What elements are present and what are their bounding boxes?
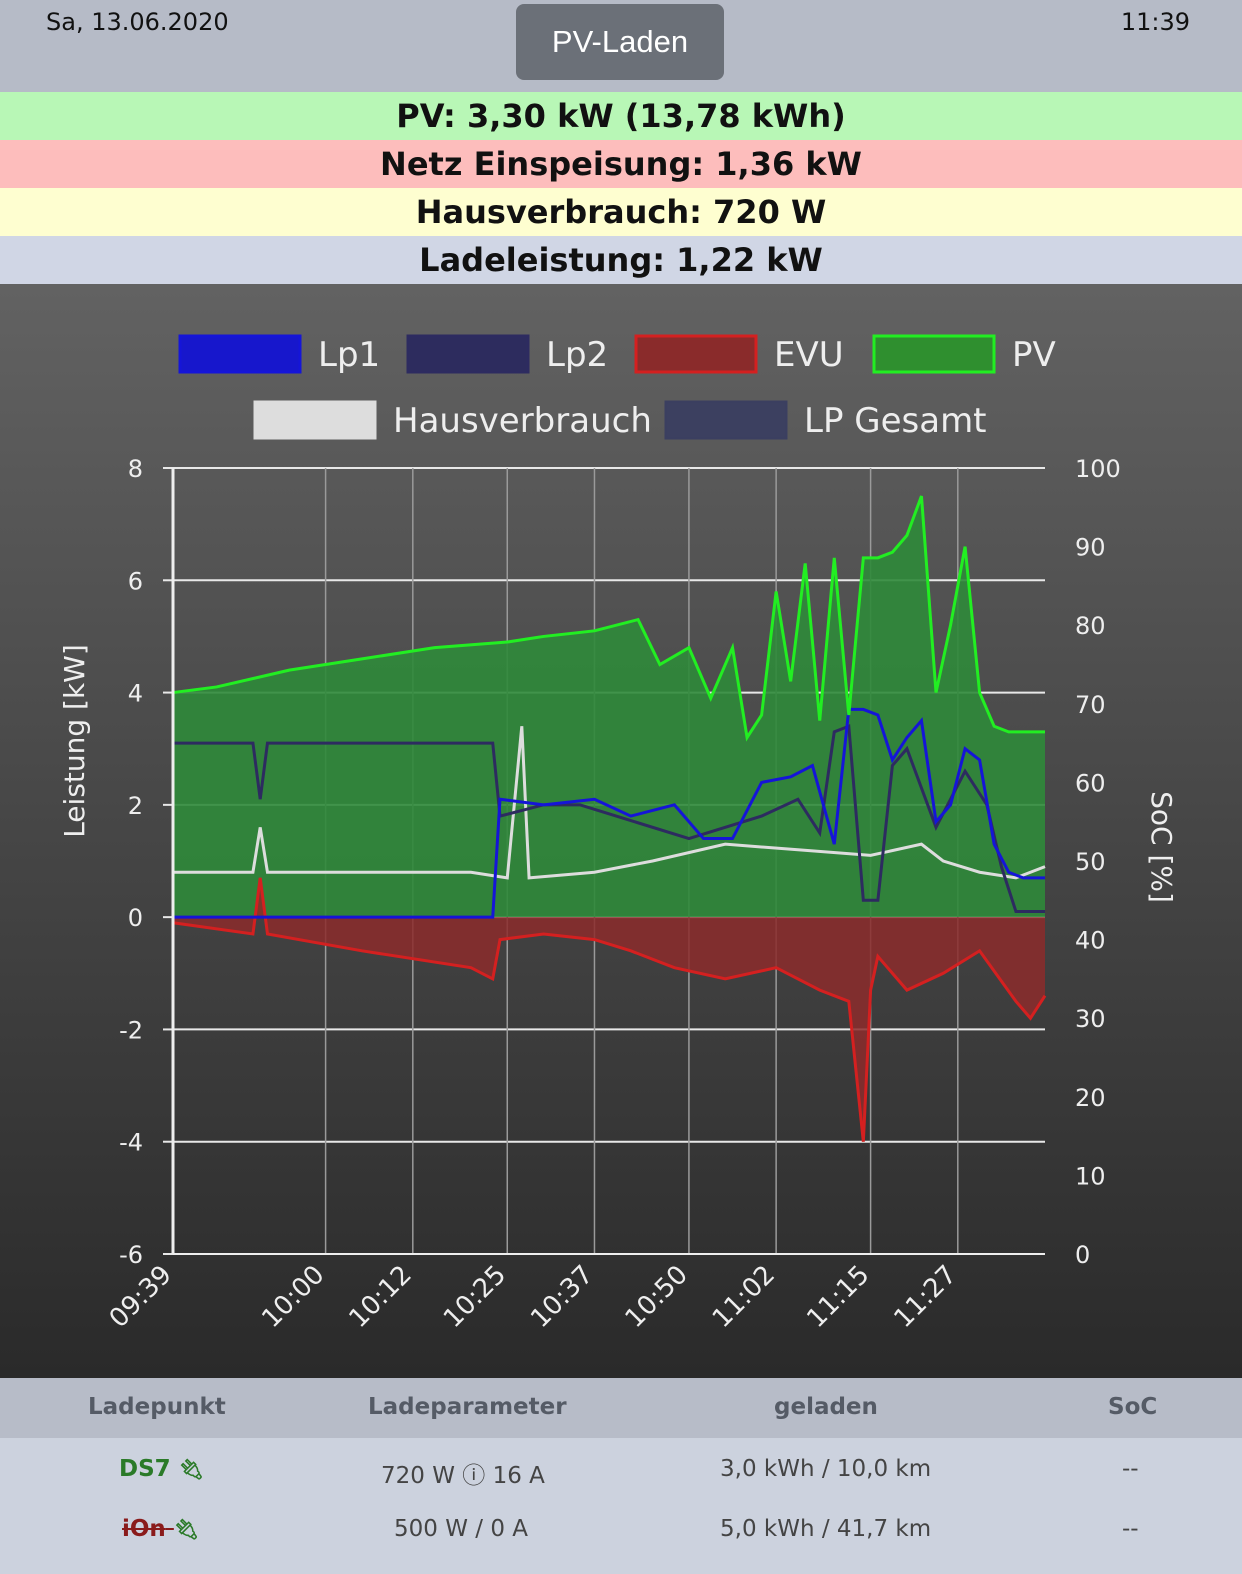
y-tick-label: 4 bbox=[128, 680, 143, 708]
legend-label-2: EVU bbox=[774, 335, 844, 375]
house-status-row: Hausverbrauch: 720 W bbox=[0, 188, 1242, 236]
legend-swatch-0 bbox=[178, 334, 302, 374]
y2-tick-label: 40 bbox=[1075, 927, 1106, 955]
y2-tick-label: 20 bbox=[1075, 1084, 1106, 1112]
legend-label-1: Lp2 bbox=[546, 335, 608, 375]
x-tick-label: 11:02 bbox=[707, 1260, 781, 1334]
legend-swatch-4 bbox=[253, 400, 377, 440]
header-geladen: geladen bbox=[774, 1394, 878, 1420]
y-tick-label: -6 bbox=[119, 1241, 143, 1269]
x-tick-label: 10:37 bbox=[525, 1260, 599, 1334]
y2-tick-label: 90 bbox=[1075, 534, 1106, 562]
date-label: Sa, 13.06.2020 bbox=[46, 8, 229, 36]
charge-parameters: 500 W / 0 A bbox=[394, 1516, 529, 1542]
pv-status-row: PV: 3,30 kW (13,78 kWh) bbox=[0, 92, 1242, 140]
charged-energy: 5,0 kWh / 41,7 km bbox=[720, 1516, 932, 1542]
chart-legend: Lp1 Lp2 EVU PV Hausverbrauch LP Gesamt bbox=[178, 334, 1056, 441]
pv-line bbox=[172, 495, 1045, 742]
y2-tick-label: 100 bbox=[1075, 455, 1121, 483]
y2-axis-label: SoC [%] bbox=[1145, 791, 1178, 903]
x-tick-label: 10:12 bbox=[344, 1260, 418, 1334]
legend-swatch-3 bbox=[872, 334, 996, 374]
legend-swatch-2 bbox=[634, 334, 758, 374]
grid-status-row: Netz Einspeisung: 1,36 kW bbox=[0, 140, 1242, 188]
y2-tick-label: 10 bbox=[1075, 1162, 1106, 1190]
plug-icon: 🔌︎ bbox=[178, 1457, 205, 1481]
charge-point-name[interactable]: DS7 🔌︎ bbox=[119, 1456, 205, 1482]
evu-line bbox=[172, 877, 1047, 1142]
y-tick-label: 8 bbox=[128, 455, 143, 483]
soc-value: -- bbox=[1122, 1516, 1139, 1542]
y2-tick-label: 30 bbox=[1075, 1005, 1106, 1033]
y-tick-label: 6 bbox=[128, 567, 143, 595]
top-bar: Sa, 13.06.2020 PV-Laden 11:39 bbox=[0, 0, 1242, 92]
hausverbrauch-line bbox=[173, 726, 1046, 880]
y-tick-label: -2 bbox=[119, 1016, 143, 1044]
soc-value: -- bbox=[1122, 1456, 1139, 1482]
x-tick-label: 09:39 bbox=[104, 1260, 178, 1334]
y2-tick-label: 70 bbox=[1075, 691, 1106, 719]
charged-energy: 3,0 kWh / 10,0 km bbox=[720, 1456, 932, 1482]
y2-tick-label: 80 bbox=[1075, 612, 1106, 640]
evu-area bbox=[173, 877, 1045, 1142]
legend-label-3: PV bbox=[1012, 335, 1056, 375]
charge-parameters: 720 W ⓘ 16 A bbox=[381, 1463, 545, 1489]
table-header: Ladepunkt Ladeparameter geladen SoC bbox=[0, 1378, 1242, 1438]
y-tick-label: 2 bbox=[128, 792, 143, 820]
lp2-line bbox=[173, 724, 1045, 914]
charge-point-name[interactable]: iOn 🔌︎ bbox=[122, 1516, 200, 1542]
x-tick-label: 10:00 bbox=[256, 1260, 330, 1334]
charge-mode-button[interactable]: PV-Laden bbox=[516, 4, 724, 80]
x-tick-label: 11:15 bbox=[801, 1260, 875, 1334]
x-tick-label: 10:25 bbox=[438, 1260, 512, 1334]
x-tick-label: 10:50 bbox=[620, 1260, 694, 1334]
legend-swatch-1 bbox=[406, 334, 530, 374]
header-ladeparameter: Ladeparameter bbox=[368, 1394, 567, 1420]
charge-points-table: Ladepunkt Ladeparameter geladen SoC DS7 … bbox=[0, 1378, 1242, 1574]
x-tick-label: 11:27 bbox=[889, 1260, 963, 1334]
y-tick-label: -4 bbox=[119, 1129, 143, 1157]
y2-tick-label: 50 bbox=[1075, 848, 1106, 876]
y-axis-label: Leistung [kW] bbox=[58, 644, 91, 838]
legend-label-4: Hausverbrauch bbox=[393, 401, 652, 441]
charge-status-row: Ladeleistung: 1,22 kW bbox=[0, 236, 1242, 284]
pv-area bbox=[173, 496, 1045, 918]
legend-swatch-5 bbox=[664, 400, 788, 440]
header-soc: SoC bbox=[1108, 1394, 1158, 1420]
header-ladepunkt: Ladepunkt bbox=[88, 1394, 226, 1420]
y2-tick-label: 0 bbox=[1075, 1241, 1090, 1269]
y-tick-label: 0 bbox=[128, 904, 143, 932]
plug-icon: 🔌︎ bbox=[173, 1517, 200, 1541]
y2-tick-label: 60 bbox=[1075, 769, 1106, 797]
legend-label-5: LP Gesamt bbox=[804, 401, 987, 441]
legend-label-0: Lp1 bbox=[318, 335, 380, 375]
time-label: 11:39 bbox=[1120, 8, 1190, 36]
